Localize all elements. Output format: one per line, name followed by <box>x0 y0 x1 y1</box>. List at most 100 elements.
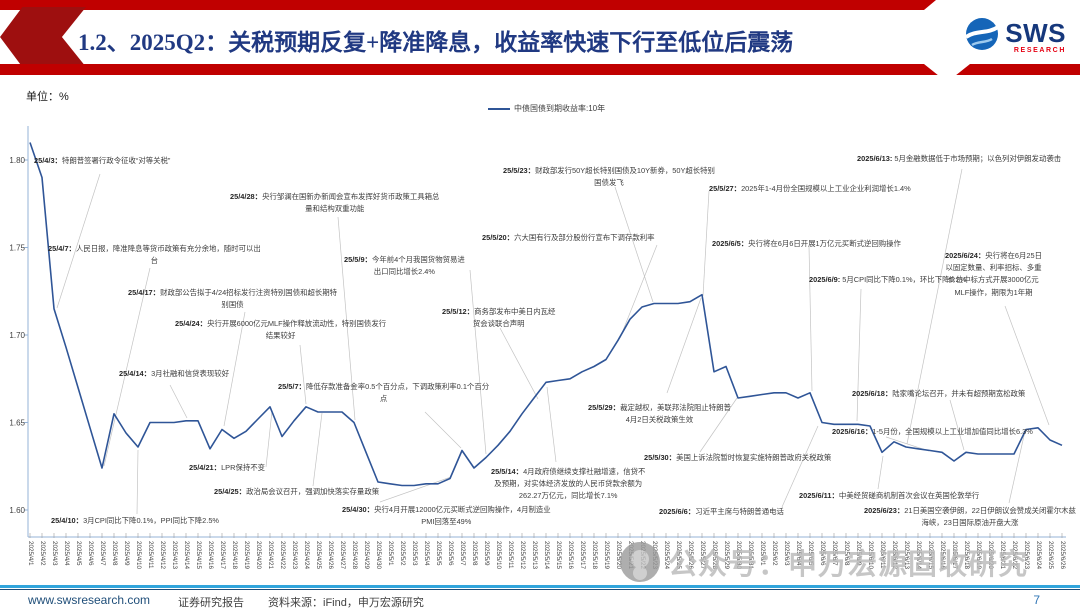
chart-annotation: 25/5/20：六大国有行及部分股份行宣布下调存款利率 <box>482 233 655 242</box>
annotation-leader <box>885 436 930 452</box>
x-axis-label: 2025/4/28 <box>350 541 358 570</box>
legend-label: 中债国债到期收益率:10年 <box>514 104 606 113</box>
annotation-leader <box>169 384 188 419</box>
chart-annotation: 25/5/12：商务部发布中美日内瓦经 贸会谈联合声明 <box>442 307 556 329</box>
x-axis-label: 2025/5/19 <box>602 541 610 570</box>
x-axis-label: 2025/4/27 <box>338 541 346 570</box>
x-axis-label: 2025/6/26 <box>1058 541 1066 570</box>
chart-annotation: 25/4/10：3月CPI同比下降0.1%，PPI同比下降2.5% <box>51 516 220 525</box>
x-axis-label: 2025/5/1 <box>386 541 394 566</box>
x-axis-label: 2025/4/21 <box>266 541 274 570</box>
chart-annotation: 2025/6/24：央行将在6月25日 以固定数量、利率招标、多重 价位中标方式… <box>945 251 1042 297</box>
watermark-logo-icon <box>620 542 660 582</box>
x-axis-label: 2025/4/29 <box>362 541 370 570</box>
x-axis-label: 2025/5/16 <box>566 541 574 570</box>
x-axis-label: 2025/5/3 <box>410 541 418 566</box>
annotation-leader <box>56 173 101 309</box>
x-axis-label: 2025/4/11 <box>146 541 154 569</box>
chart-annotation: 25/4/17：财政部公告拟于4/24招标发行注资特别国债和超长期特 别国债 <box>128 288 338 310</box>
logo-research-text: RESEARCH <box>1013 46 1066 54</box>
x-axis-label: 2025/5/11 <box>506 541 514 569</box>
chart-legend: 中债国债到期收益率:10年 <box>488 103 605 114</box>
x-axis-label: 2025/4/12 <box>158 541 166 570</box>
annotation-leader <box>856 288 862 422</box>
x-axis-label: 2025/4/18 <box>230 541 238 570</box>
chart-annotation: 25/4/28：央行邹澜在国新办新闻会宣布发挥好货币政策工具箱总 量和结构双重功… <box>230 192 440 214</box>
x-axis-label: 2025/4/23 <box>290 541 298 570</box>
annotation-leader <box>312 412 323 487</box>
chart-annotation: 25/4/7：人民日报，降准降息等货币政策有充分余地，随时可以出 台 <box>48 244 261 266</box>
annotation-leader <box>469 269 487 455</box>
x-axis-label: 2025/4/9 <box>122 541 130 566</box>
sws-globe-icon <box>964 16 1000 57</box>
annotation-leader <box>949 399 965 451</box>
x-axis-label: 2025/4/26 <box>326 541 334 570</box>
x-axis-label: 2025/4/13 <box>170 541 178 570</box>
x-axis-label: 2025/4/10 <box>134 541 142 570</box>
chart-annotation: 25/4/3：特朗普签署行政令征收“对等关税” <box>34 156 171 165</box>
footer-data-source: 资料来源：iFind，申万宏源研究 <box>268 597 424 608</box>
footer-page-number: 7 <box>1033 593 1040 607</box>
annotation-leader <box>666 297 702 394</box>
x-axis-label: 2025/5/15 <box>554 541 562 570</box>
x-axis-label: 2025/5/17 <box>578 541 586 570</box>
annotation-leader <box>808 245 813 392</box>
x-axis-label: 2025/5/10 <box>494 541 502 570</box>
chart-annotation: 25/5/14：4月政府债继续支撑社融增速，信贷不 及预期，对实体经济发放的人民… <box>491 467 646 501</box>
x-axis-label: 2025/5/4 <box>422 541 430 566</box>
x-axis-label: 2025/4/25 <box>314 541 322 570</box>
footer-rule-bottom <box>0 589 1080 590</box>
x-axis-label: 2025/4/7 <box>98 541 106 566</box>
chart-annotation: 25/5/29：裁定越权，美联邦法院阻止特朗普 4月2日关税政策生效 <box>588 403 731 425</box>
annotation-leader <box>546 386 557 463</box>
x-axis-label: 2025/4/3 <box>50 541 58 566</box>
banner-chevron-icon <box>0 7 86 67</box>
x-axis-ticks <box>29 533 1063 538</box>
x-axis-label: 2025/4/6 <box>86 541 94 566</box>
chart-annotation: 2025/6/13: 5月金融数据低于市场预期；以色列对伊朗发动袭击 <box>857 154 1062 163</box>
chart-annotation: 25/5/9：今年前4个月我国货物贸易进 出口同比增长2.4% <box>344 255 465 277</box>
x-axis-label: 2025/4/2 <box>38 541 46 566</box>
x-axis-label: 2025/4/20 <box>254 541 262 570</box>
chart-annotation: 2025/6/5：央行将在6月6日开展1万亿元买断式逆回购操作 <box>712 239 901 248</box>
x-axis-label: 2025/4/17 <box>218 541 226 570</box>
banner-red-bar <box>0 64 1080 75</box>
chart-annotation: 25/4/25：政治局会议召开，强调加快落实存量政策 <box>214 487 380 496</box>
x-axis-label: 2025/4/19 <box>242 541 250 570</box>
chart-annotation: 2025/6/23：21日美国空袭伊朗，22日伊朗议会赞成关闭霍尔木兹 海峡，2… <box>864 506 1076 528</box>
x-axis-label: 2025/4/24 <box>302 541 310 570</box>
chart-annotation: 2025/6/18：陆家嘴论坛召开，并未有超预期宽松政策 <box>852 389 1026 398</box>
annotation-leader <box>877 455 884 490</box>
x-axis-label: 2025/5/8 <box>470 541 478 566</box>
chart-annotation: 25/4/24：央行开展6000亿元MLF操作释放流动性，特别国债发行 结果较好 <box>175 319 387 341</box>
annotation-leader <box>1004 305 1050 426</box>
chart-annotation: 2025/6/11：中美经贸磋商机制首次会议在英国伦敦举行 <box>799 491 980 500</box>
y-tick-label: 1.75 <box>9 243 25 252</box>
chart-annotation: 2025/6/16：1-5月份，全国规模以上工业增加值同比增长6.3% <box>832 427 1033 436</box>
x-axis-label: 2025/5/18 <box>590 541 598 570</box>
x-axis-label: 2025/4/5 <box>74 541 82 566</box>
x-axis-label: 2025/5/9 <box>482 541 490 566</box>
legend-line-swatch <box>488 107 510 110</box>
logo-sws-text: SWS <box>1005 17 1066 48</box>
x-axis-label: 2025/4/30 <box>374 541 382 570</box>
y-tick-label: 1.65 <box>9 418 25 427</box>
sws-logo: SWS RESEARCH <box>964 16 1066 57</box>
banner-notch <box>924 64 970 75</box>
x-axis-label: 2025/5/5 <box>434 541 442 566</box>
x-axis-label: 2025/4/22 <box>278 541 286 570</box>
x-axis-label: 2025/4/8 <box>110 541 118 566</box>
y-tick-label: 1.80 <box>9 156 25 165</box>
x-axis-label: 2025/5/13 <box>530 541 538 570</box>
annotation-leader <box>499 327 539 400</box>
x-axis-label: 2025/4/4 <box>62 541 70 566</box>
unit-label: 单位：% <box>26 91 69 103</box>
watermark-text: 公众号：申万宏源固收研究 <box>668 549 1029 581</box>
y-tick-label: 1.70 <box>9 331 25 340</box>
chart-annotation: 2025/6/9: 5月CPI同比下降0.1%，环比下降0.2% <box>809 275 967 284</box>
banner-top-strip <box>0 0 936 10</box>
chart-annotation: 25/5/30：美国上诉法院暂时恢复实施特朗普政府关税政策 <box>644 453 832 462</box>
annotation-leader <box>379 476 452 503</box>
footer-url-link[interactable]: www.swsresearch.com <box>28 593 151 607</box>
